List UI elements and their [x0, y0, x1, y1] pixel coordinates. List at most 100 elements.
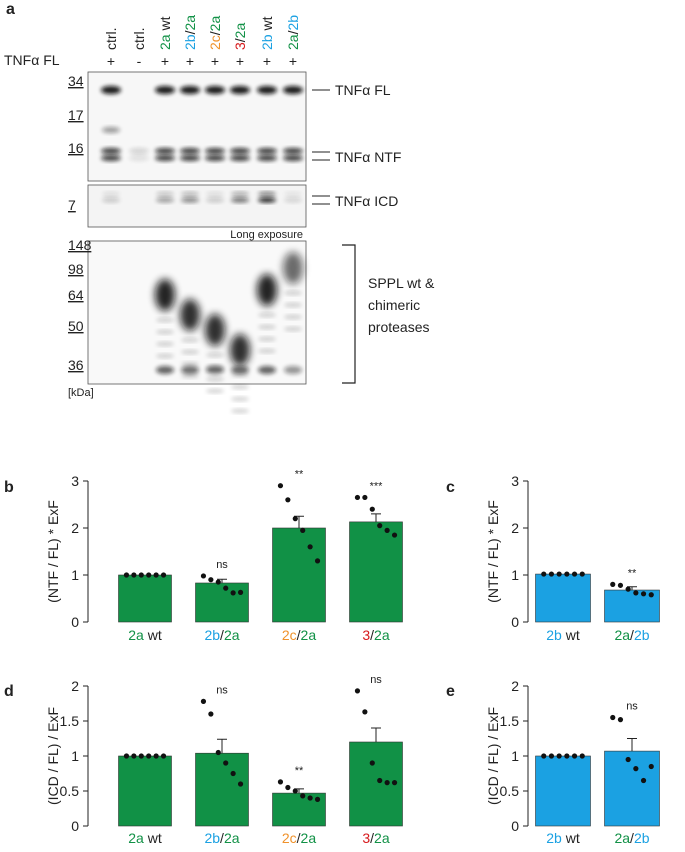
label-part: ctrl.: [103, 27, 119, 50]
label-part: 2b: [634, 830, 650, 846]
data-point: [556, 753, 562, 759]
y-tick-label: 0: [71, 818, 79, 834]
mw-marker: 64: [68, 287, 84, 303]
label-part: /: [232, 38, 248, 42]
data-point: [208, 711, 214, 717]
label-part: 2a: [128, 830, 144, 846]
data-point: [230, 770, 236, 777]
label-part: 2c: [282, 627, 297, 643]
panel-letter: b: [4, 479, 14, 496]
y-tick-label: 1: [71, 748, 79, 764]
label-part: wt: [562, 627, 580, 643]
data-point: [208, 577, 214, 583]
segmented-label: 2b/2a: [182, 15, 198, 50]
protease-label: SPPL wt &: [368, 275, 435, 291]
segmented-label: 2a wt: [157, 16, 173, 50]
data-point: [200, 698, 207, 705]
band: [284, 327, 302, 331]
data-point: [123, 572, 130, 578]
segmented-label: 2a wt: [128, 830, 162, 846]
segmented-label: 2b wt: [259, 16, 275, 50]
data-point: [307, 544, 313, 550]
label-part: 2c: [207, 35, 223, 50]
band: [180, 86, 200, 94]
data-point: [200, 573, 207, 579]
data-point: [617, 582, 624, 588]
y-tick-label: 0.5: [500, 783, 520, 799]
data-point: [277, 779, 284, 785]
label-part: 2a: [614, 627, 630, 643]
data-point: [223, 585, 229, 591]
panel-letter: e: [446, 683, 455, 700]
y-tick-label: 2: [71, 520, 79, 536]
segmented-label: 2b/2a: [204, 627, 239, 643]
band: [206, 377, 224, 381]
band: [181, 362, 199, 366]
band: [181, 366, 199, 374]
band: [206, 365, 224, 369]
data-point: [131, 753, 137, 759]
band: [258, 197, 276, 203]
lane-sign: +: [263, 53, 271, 69]
data-point: [610, 581, 616, 588]
y-axis-label: (NTF / FL) * ExF: [485, 500, 501, 603]
band: [156, 192, 174, 196]
exposure-note: Long exposure: [230, 229, 303, 241]
mw-marker: 7: [68, 197, 76, 213]
data-point: [369, 760, 375, 766]
segmented-label: ctrl.: [131, 27, 147, 50]
label-part: /: [297, 830, 301, 846]
data-point: [277, 483, 284, 489]
unit: [kDa]: [68, 387, 94, 399]
error-bar: [371, 727, 381, 742]
label-part: wt: [562, 830, 580, 846]
segmented-label: ctrl.: [103, 27, 119, 50]
band: [155, 279, 175, 311]
data-point: [391, 532, 398, 538]
lane-sign: +: [289, 53, 297, 69]
data-point: [579, 753, 585, 759]
band-label: TNFα NTF: [335, 149, 401, 165]
label-part: 2a: [285, 34, 301, 50]
band: [258, 192, 276, 196]
band: [156, 330, 174, 334]
label-part: /: [220, 627, 224, 643]
significance: ns: [216, 684, 228, 696]
lane-sign: +: [107, 53, 115, 69]
label-part: /: [182, 30, 198, 34]
data-point: [153, 572, 159, 578]
label-part: /: [630, 627, 634, 643]
panel-letter: a: [6, 1, 15, 18]
y-axis-label: (ICD / FL) / ExF: [45, 707, 61, 805]
label-part: /: [207, 31, 223, 35]
band: [102, 192, 120, 196]
band: [102, 127, 120, 133]
band: [102, 197, 120, 203]
data-point: [384, 780, 390, 786]
band: [284, 192, 302, 196]
label-part: 3: [362, 627, 370, 643]
bracket: [342, 244, 356, 384]
data-point: [384, 527, 390, 533]
y-tick-label: 2: [71, 678, 79, 694]
data-point: [640, 591, 647, 597]
significance: **: [295, 765, 304, 777]
data-point: [617, 717, 624, 723]
significance: **: [295, 469, 304, 481]
band: [257, 148, 277, 154]
band: [206, 353, 224, 357]
band: [283, 252, 303, 284]
label-part: /: [297, 627, 301, 643]
y-axis-label: (NTF / FL) * ExF: [45, 500, 61, 603]
data-point: [123, 753, 130, 759]
data-point: [579, 571, 585, 577]
band: [180, 148, 200, 154]
data-point: [285, 497, 291, 503]
segmented-label: 3/2a: [232, 23, 248, 50]
band: [231, 192, 249, 196]
label-part: 2a: [207, 16, 223, 32]
protease-label: proteases: [368, 319, 429, 335]
lane-sign: +: [236, 53, 244, 69]
error-bar: [217, 738, 227, 754]
band: [181, 197, 199, 203]
